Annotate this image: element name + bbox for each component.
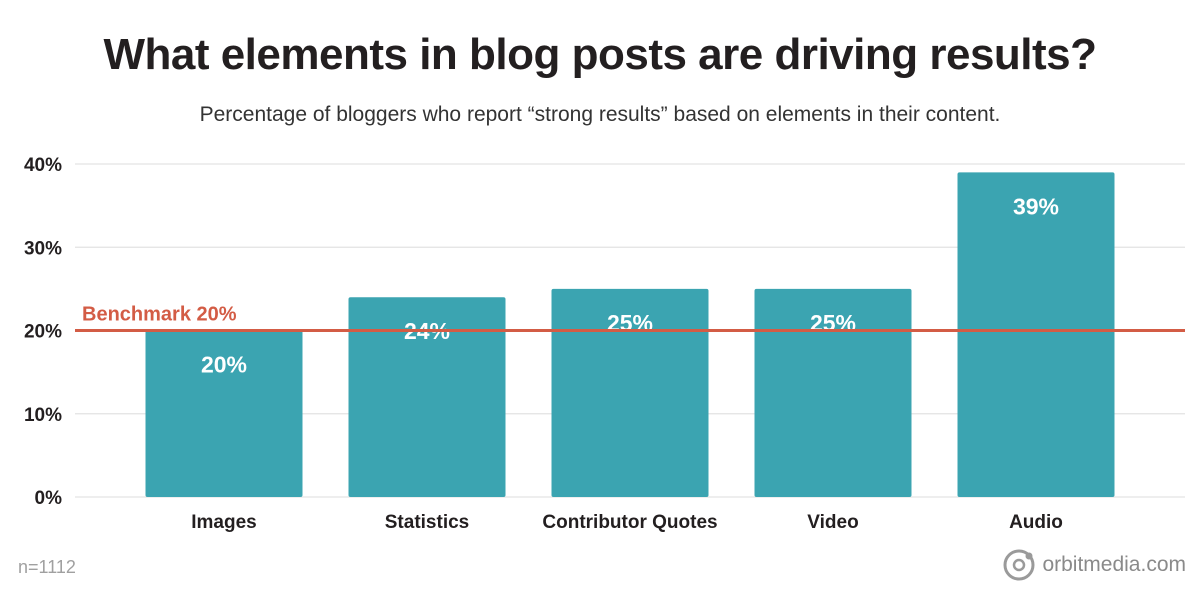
- brand-text: orbitmedia.com: [1042, 553, 1186, 576]
- y-tick-label: 10%: [24, 405, 62, 426]
- y-tick-label: 0%: [35, 488, 63, 509]
- x-tick-label: Images: [191, 512, 256, 533]
- bar: [957, 172, 1115, 497]
- bar: [551, 288, 709, 497]
- x-tick-label: Audio: [1009, 512, 1063, 533]
- x-tick-label: Video: [807, 512, 858, 533]
- bar-value-label: 39%: [1013, 193, 1059, 219]
- bar: [348, 297, 506, 497]
- chart-title: What elements in blog posts are driving …: [103, 30, 1097, 79]
- orbit-logo-icon: [1003, 549, 1035, 581]
- bar-value-label: 20%: [201, 352, 247, 378]
- benchmark-label: Benchmark 20%: [82, 304, 237, 326]
- sample-size-note: n=1112: [18, 557, 76, 577]
- bar: [145, 330, 303, 497]
- x-tick-label: Contributor Quotes: [542, 512, 717, 533]
- x-tick-label: Statistics: [385, 512, 469, 533]
- y-tick-label: 20%: [24, 322, 62, 343]
- bar: [754, 288, 912, 497]
- y-tick-label: 30%: [24, 238, 62, 259]
- chart-subtitle: Percentage of bloggers who report “stron…: [199, 103, 1001, 126]
- brand-logo[interactable]: orbitmedia.com: [1002, 548, 1186, 582]
- y-tick-label: 40%: [24, 155, 62, 176]
